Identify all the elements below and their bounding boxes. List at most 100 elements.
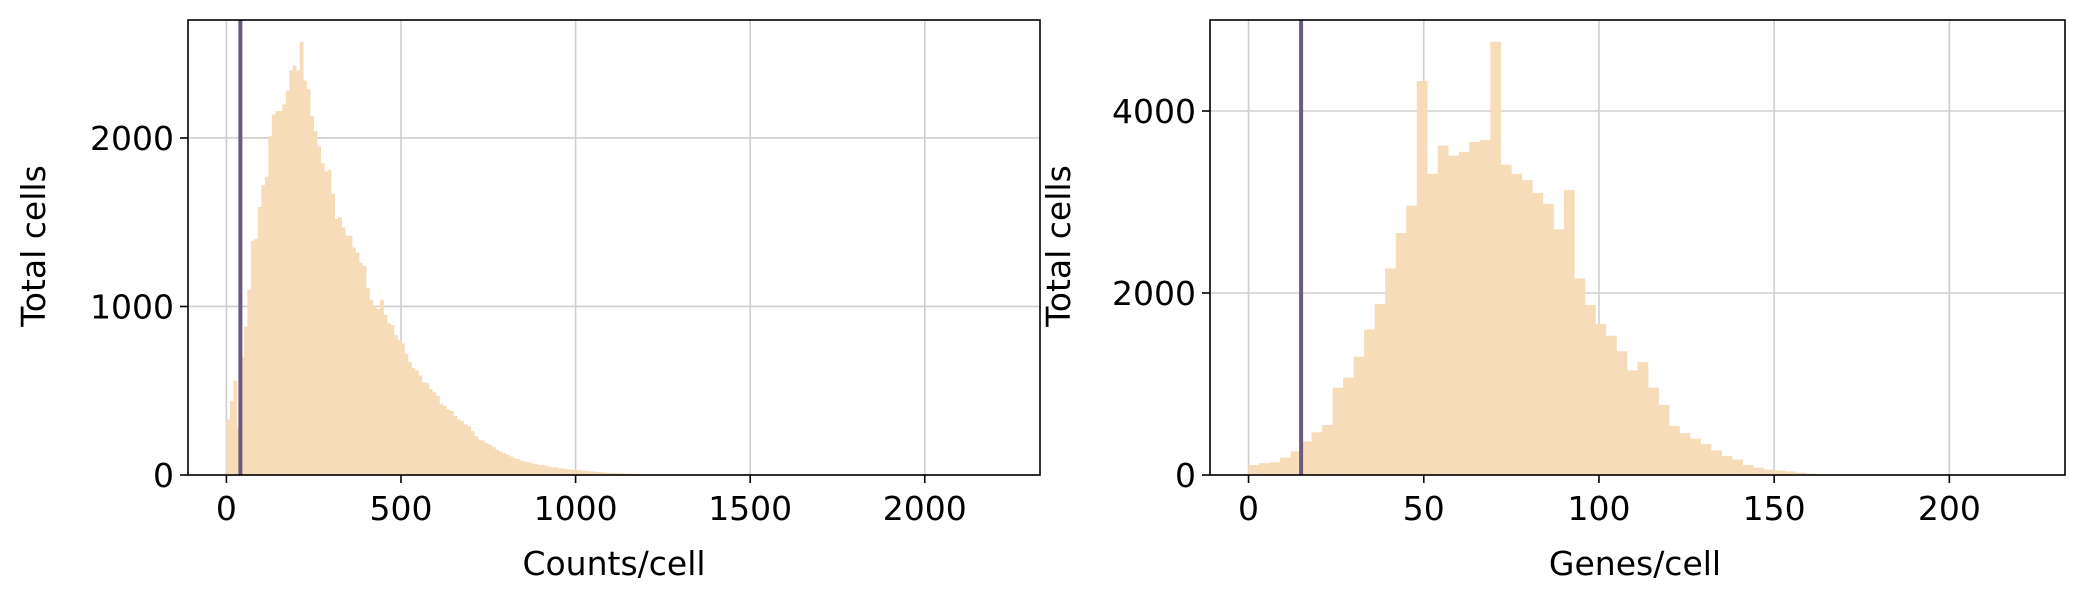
counts-histogram-panel: 0 500 1000 1500 2000 0 1000 2000 Counts/cell T… bbox=[14, 19, 1041, 583]
genes-histogram-bar bbox=[1616, 351, 1628, 475]
counts-histogram-bar bbox=[533, 464, 538, 475]
counts-histogram-bar bbox=[572, 469, 576, 475]
genes-histogram-bar bbox=[1280, 457, 1291, 475]
counts-histogram-bar bbox=[359, 262, 363, 475]
counts-histogram-bar bbox=[589, 471, 594, 475]
counts-x-ticks: 0 500 1000 1500 2000 bbox=[216, 475, 967, 528]
counts-histogram-bar bbox=[600, 472, 604, 475]
counts-histogram-bar bbox=[271, 114, 276, 476]
genes-histogram-bar bbox=[1584, 304, 1596, 475]
genes-histogram-bar bbox=[1448, 155, 1460, 475]
genes-histogram-bar bbox=[1385, 268, 1397, 475]
counts-histogram-bar bbox=[470, 431, 475, 475]
counts-histogram-bar bbox=[484, 442, 489, 475]
counts-histogram-bar bbox=[491, 447, 496, 475]
counts-histogram-bar bbox=[355, 252, 360, 475]
genes-y-tick-label: 0 bbox=[1175, 456, 1196, 495]
counts-y-tick-label: 2000 bbox=[90, 119, 174, 158]
counts-histogram-bar bbox=[596, 471, 601, 475]
genes-histogram-bar bbox=[1490, 41, 1502, 476]
genes-histogram-bar bbox=[1248, 464, 1260, 475]
counts-histogram-bar bbox=[446, 409, 451, 475]
counts-histogram-bar bbox=[603, 472, 608, 475]
genes-x-tick-label: 150 bbox=[1743, 489, 1806, 528]
genes-histogram-bar bbox=[1658, 404, 1670, 475]
counts-histogram-bar bbox=[292, 65, 297, 475]
counts-histogram-bar bbox=[376, 309, 381, 475]
counts-histogram-bar bbox=[512, 458, 517, 475]
counts-histogram-bar bbox=[247, 289, 252, 475]
counts-histogram-bar bbox=[407, 362, 412, 475]
counts-histogram-bar bbox=[352, 247, 356, 475]
counts-histogram-bar bbox=[250, 240, 255, 475]
counts-histogram-bar bbox=[394, 335, 398, 475]
counts-histogram-bar bbox=[586, 470, 590, 475]
counts-histogram-bar bbox=[411, 367, 416, 475]
counts-histogram-bar bbox=[348, 235, 353, 475]
counts-histogram-bar bbox=[397, 340, 402, 475]
genes-histogram-bar bbox=[1332, 387, 1344, 475]
counts-histogram-bar bbox=[338, 217, 342, 475]
genes-histogram-bar bbox=[1458, 151, 1470, 475]
genes-histogram-bar bbox=[1406, 205, 1418, 475]
counts-histogram-bar bbox=[435, 395, 440, 475]
genes-histogram-bar bbox=[1427, 173, 1439, 476]
counts-histogram-bar bbox=[264, 176, 269, 475]
genes-x-tick-label: 100 bbox=[1567, 489, 1630, 528]
counts-x-tick-label: 1000 bbox=[534, 489, 618, 528]
counts-histogram-bar bbox=[432, 392, 437, 475]
counts-histogram-bar bbox=[261, 185, 266, 476]
counts-y-tick-label: 1000 bbox=[90, 287, 174, 326]
counts-histogram-bar bbox=[401, 343, 405, 475]
counts-histogram-bar bbox=[310, 116, 315, 476]
genes-histogram-bar bbox=[1784, 471, 1796, 475]
counts-histogram-bar bbox=[568, 469, 573, 475]
genes-x-axis-label: Genes/cell bbox=[1549, 544, 1721, 583]
counts-histogram-bar bbox=[477, 439, 482, 475]
counts-histogram-bar bbox=[366, 287, 370, 475]
counts-histogram-bar bbox=[540, 464, 545, 475]
counts-histogram-bar bbox=[317, 146, 321, 475]
genes-y-tick-label: 2000 bbox=[1112, 274, 1196, 313]
genes-histogram-bar bbox=[1605, 335, 1617, 475]
genes-histogram-panel: 0 50 100 150 200 0 2000 4000 Genes/cell Total … bbox=[1039, 19, 2066, 583]
counts-histogram-bar bbox=[387, 323, 391, 475]
counts-histogram-bar bbox=[341, 227, 346, 475]
counts-histogram-bar bbox=[289, 70, 294, 476]
counts-histogram-bar bbox=[404, 353, 409, 475]
genes-histogram-bar bbox=[1753, 467, 1764, 475]
counts-y-ticks: 0 1000 2000 bbox=[90, 119, 188, 495]
counts-histogram-bar bbox=[456, 419, 461, 475]
counts-histogram-bar bbox=[565, 469, 569, 475]
counts-histogram-bar bbox=[257, 207, 262, 476]
genes-histogram-bar bbox=[1343, 377, 1354, 475]
counts-histogram-bar bbox=[390, 325, 395, 475]
counts-histogram-bar bbox=[453, 416, 458, 475]
counts-x-tick-label: 500 bbox=[370, 489, 433, 528]
genes-x-tick-label: 200 bbox=[1918, 489, 1981, 528]
genes-x-tick-label: 0 bbox=[1238, 489, 1259, 528]
counts-histogram-bar bbox=[334, 218, 339, 475]
counts-histogram-bar bbox=[607, 472, 611, 475]
genes-histogram-bar bbox=[1542, 203, 1554, 475]
genes-histogram-bar bbox=[1690, 438, 1701, 475]
counts-histogram-bar bbox=[383, 314, 388, 475]
genes-histogram-bar bbox=[1416, 80, 1428, 475]
genes-histogram-bar bbox=[1301, 441, 1312, 475]
genes-histogram-bar bbox=[1500, 164, 1512, 475]
counts-histogram-bar bbox=[373, 306, 377, 475]
counts-histogram-bar bbox=[243, 326, 248, 475]
counts-histogram-bar bbox=[233, 380, 238, 475]
genes-histogram-bar bbox=[1669, 425, 1680, 475]
counts-histogram-bar bbox=[299, 41, 304, 475]
genes-x-ticks: 0 50 100 150 200 bbox=[1238, 475, 1981, 528]
counts-histogram-bar bbox=[362, 266, 367, 475]
counts-histogram-bar bbox=[554, 467, 559, 475]
counts-histogram-bar bbox=[425, 383, 430, 475]
counts-histogram-bar bbox=[313, 131, 318, 475]
counts-histogram-bar bbox=[561, 468, 566, 475]
genes-histogram-bar bbox=[1532, 192, 1544, 475]
counts-histogram-bar bbox=[463, 424, 468, 475]
genes-histogram-bar bbox=[1553, 229, 1565, 475]
